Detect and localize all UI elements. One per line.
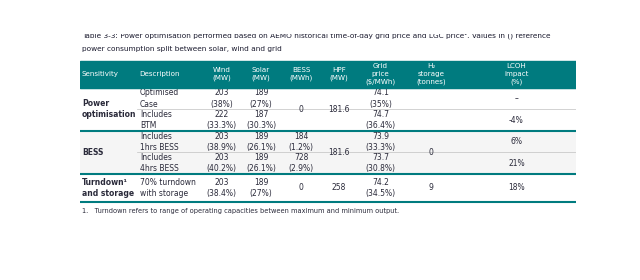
Text: 70% turndown
with storage: 70% turndown with storage: [140, 178, 196, 198]
Text: HPF
(MW): HPF (MW): [330, 67, 348, 81]
Text: 189
(26.1%): 189 (26.1%): [246, 153, 276, 173]
Text: 21%: 21%: [508, 159, 525, 168]
Text: 189
(27%): 189 (27%): [250, 88, 273, 109]
Text: LCOH
impact
(%): LCOH impact (%): [504, 64, 529, 85]
Text: Grid
price
($/MWh): Grid price ($/MWh): [365, 64, 396, 85]
Text: 258: 258: [332, 183, 346, 192]
Text: 203
(38%): 203 (38%): [210, 88, 233, 109]
Text: BESS
(MWh): BESS (MWh): [289, 67, 313, 81]
Text: BESS: BESS: [82, 148, 103, 157]
Bar: [80, 174, 576, 202]
Text: 0: 0: [429, 148, 433, 157]
Text: 74.2
(34.5%): 74.2 (34.5%): [365, 178, 396, 198]
Text: 222
(33.3%): 222 (33.3%): [206, 110, 236, 130]
Text: -4%: -4%: [509, 116, 524, 125]
Text: 728
(2.9%): 728 (2.9%): [289, 153, 314, 173]
Bar: [80, 61, 576, 88]
Text: 184
(1.2%): 184 (1.2%): [289, 132, 314, 152]
Text: Includes
4hrs BESS: Includes 4hrs BESS: [140, 153, 179, 173]
Text: Includes
1hrs BESS: Includes 1hrs BESS: [140, 132, 179, 152]
Text: 181.6: 181.6: [328, 105, 349, 114]
Bar: [80, 88, 576, 131]
Text: 203
(40.2%): 203 (40.2%): [206, 153, 236, 173]
Text: 74.1
(35%): 74.1 (35%): [369, 88, 392, 109]
Text: 74.7
(36.4%): 74.7 (36.4%): [365, 110, 396, 130]
Text: 0: 0: [299, 183, 303, 192]
Text: 181.6: 181.6: [328, 148, 349, 157]
Text: 73.7
(30.8%): 73.7 (30.8%): [365, 153, 396, 173]
Text: Description: Description: [139, 71, 180, 77]
Bar: [80, 131, 576, 174]
Text: Table 3-3: Power optimisation performed based on AEMO historical time-of-day gri: Table 3-3: Power optimisation performed …: [82, 32, 550, 39]
Text: H₂
storage
(tonnes): H₂ storage (tonnes): [416, 64, 445, 85]
Text: 9: 9: [429, 183, 433, 192]
Text: 1.   Turndown refers to range of operating capacities between maximum and minimu: 1. Turndown refers to range of operating…: [82, 207, 399, 214]
Text: Solar
(MW): Solar (MW): [252, 67, 271, 81]
Text: Optimised
Case: Optimised Case: [140, 88, 179, 109]
Text: Includes
BTM: Includes BTM: [140, 110, 172, 130]
Text: 189
(27%): 189 (27%): [250, 178, 273, 198]
Text: 73.9
(33.3%): 73.9 (33.3%): [365, 132, 396, 152]
Text: Sensitivity: Sensitivity: [82, 71, 119, 77]
Text: 203
(38.9%): 203 (38.9%): [206, 132, 236, 152]
Text: Wind
(MW): Wind (MW): [212, 67, 231, 81]
Text: 203
(38.4%): 203 (38.4%): [206, 178, 236, 198]
Text: 187
(30.3%): 187 (30.3%): [246, 110, 276, 130]
Text: Turndown¹
and storage: Turndown¹ and storage: [82, 178, 134, 198]
Text: 6%: 6%: [511, 137, 522, 146]
Text: 18%: 18%: [508, 183, 525, 192]
Text: –: –: [515, 94, 518, 103]
Text: 0: 0: [299, 105, 303, 114]
Text: Power
optimisation: Power optimisation: [82, 99, 136, 119]
Text: power consumption split between solar, wind and grid: power consumption split between solar, w…: [82, 46, 282, 52]
Text: 189
(26.1%): 189 (26.1%): [246, 132, 276, 152]
